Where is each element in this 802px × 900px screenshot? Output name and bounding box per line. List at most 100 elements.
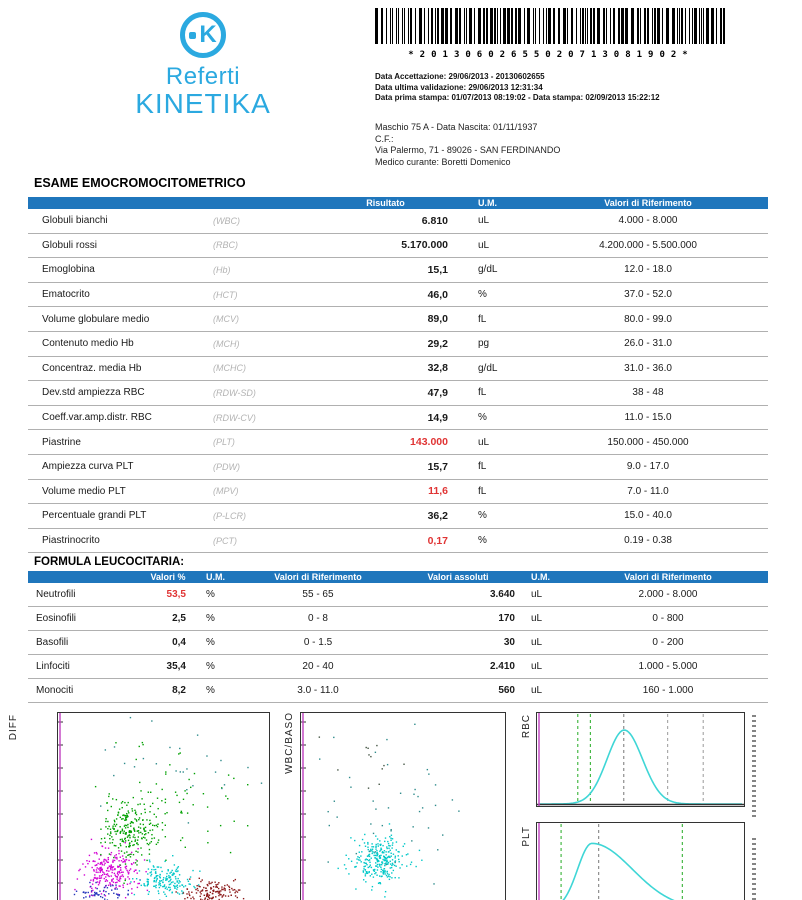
param-code: (Hb) xyxy=(213,264,231,275)
param-um: % xyxy=(478,510,487,522)
param-ref: 12.0 - 18.0 xyxy=(624,264,672,276)
param-value: 15,1 xyxy=(427,263,448,276)
param-ref: 160 - 1.000 xyxy=(642,685,694,696)
param-code: (PCT) xyxy=(213,535,237,546)
patient-line: Via Palermo, 71 - 89026 - SAN FERDINANDO xyxy=(375,145,561,155)
param-ref: 20 - 40 xyxy=(302,661,334,672)
param-value: 14,9 xyxy=(427,411,448,424)
param-code: (PLT) xyxy=(213,437,235,448)
logo-k-glyph: K xyxy=(199,21,217,48)
param-um: uL xyxy=(531,589,543,600)
param-um: uL xyxy=(531,685,543,696)
param-um: % xyxy=(206,637,215,648)
header-riferimento: Valori di Riferimento xyxy=(624,572,712,582)
report-meta: Data Accettazione: 29/06/2013 - 20130602… xyxy=(375,72,660,104)
formula-row: Basofili 0,4% 0 - 1.5 30 uL 0 - 200 xyxy=(28,631,768,655)
param-ref: 0.19 - 0.38 xyxy=(624,535,672,547)
param-pct: 0,4 xyxy=(172,637,186,648)
formula-row: Linfociti 35,4% 20 - 40 2.410 uL 1.000 - 5.00… xyxy=(28,655,768,679)
header-riferimento: Valori di Riferimento xyxy=(274,572,362,582)
logo-title: Referti xyxy=(165,63,241,90)
param-name: Ampiezza curva PLT xyxy=(42,461,134,473)
param-value: 11,6 xyxy=(428,485,448,498)
emocromo-row: Contenuto medio Hb (MCH) 29,2 pg 26.0 - 31.0 xyxy=(28,332,768,357)
wbc-baso-axis-label: WBC/BASO xyxy=(284,712,295,774)
param-ref: 0 - 800 xyxy=(652,613,684,624)
emocromo-table-body: Globuli bianchi (WBC) 6.810 uL 4.000 - 8.000… xyxy=(28,209,768,554)
rbc-axis-label: RBC xyxy=(521,714,532,739)
emocromo-table-header: Risultato U.M. Valori di Riferimento xyxy=(28,197,768,209)
header-valori-pct: Valori % xyxy=(150,572,186,582)
param-name: Percentuale grandi PLT xyxy=(42,510,147,522)
patient-info: Maschio 75 A - Data Nascita: 01/11/1937 C… xyxy=(375,122,560,168)
param-name: Eosinofili xyxy=(36,613,77,624)
barcode-bars xyxy=(375,8,725,44)
meta-line: Data prima stampa: 01/07/2013 08:19:02 -… xyxy=(375,93,660,102)
logo-dot-icon xyxy=(189,31,197,39)
param-um: fL xyxy=(478,387,487,399)
header-um: U.M. xyxy=(206,572,225,582)
param-name: Emoglobina xyxy=(42,264,95,276)
plt-axis-label: PLT xyxy=(521,826,532,847)
param-value: 32,8 xyxy=(427,362,448,375)
param-name: Concentraz. media Hb xyxy=(42,362,142,374)
section-title-formula: FORMULA LEUCOCITARIA: xyxy=(34,556,185,568)
rbc-histogram-plot xyxy=(536,712,745,807)
param-um: % xyxy=(478,412,487,424)
param-ref: 3.0 - 11.0 xyxy=(297,685,339,696)
param-abs: 560 xyxy=(498,685,515,696)
param-um: % xyxy=(206,685,215,696)
barcode: *20130602655020713081902* xyxy=(375,8,727,60)
param-abs: 3.640 xyxy=(489,589,515,600)
param-ref: 0 - 8 xyxy=(307,613,328,624)
logo-subtitle: KINETIKA xyxy=(135,88,271,119)
param-code: (RDW-SD) xyxy=(213,387,256,398)
param-ref: 2.000 - 8.000 xyxy=(638,589,698,600)
emocromo-row: Dev.std ampiezza RBC (RDW-SD) 47,9 fL 38 - 4… xyxy=(28,381,768,406)
param-name: Basofili xyxy=(36,637,69,648)
param-name: Globuli rossi xyxy=(42,239,98,251)
param-um: uL xyxy=(478,239,490,251)
diff-axis-label: DIFF xyxy=(8,714,19,741)
param-um: uL xyxy=(531,637,543,648)
param-ref: 38 - 48 xyxy=(632,387,664,399)
emocromo-row: Piastrinocrito (PCT) 0,17% 0.19 - 0.38 xyxy=(28,529,768,554)
emocromo-row: Volume globulare medio (MCV) 89,0 fL 80.0 - … xyxy=(28,307,768,332)
header-valori-assoluti: Valori assoluti xyxy=(427,572,489,582)
logo: K Referti KINETIKA xyxy=(118,12,288,120)
rotated-text-artifact xyxy=(752,715,756,820)
param-name: Volume globulare medio xyxy=(42,313,150,325)
emocromo-row: Globuli bianchi (WBC) 6.810 uL 4.000 - 8.000 xyxy=(28,209,768,234)
emocromo-row: Concentraz. media Hb (MCHC) 32,8 g/dL 31.0 -… xyxy=(28,357,768,382)
meta-line: Data Accettazione: 29/06/2013 - 20130602… xyxy=(375,72,545,81)
param-code: (MPV) xyxy=(213,486,239,497)
param-code: (PDW) xyxy=(213,461,240,472)
formula-row: Eosinofili 2,5% 0 - 8 170 uL 0 - 800 xyxy=(28,607,768,631)
header-spacer xyxy=(28,571,138,583)
param-code: (RBC) xyxy=(213,240,238,251)
param-ref: 0 - 1.5 xyxy=(303,637,333,648)
patient-line: Maschio 75 A - Data Nascita: 01/11/1937 xyxy=(375,122,538,132)
emocromo-table: Risultato U.M. Valori di Riferimento Glo… xyxy=(28,197,768,554)
param-name: Piastrine xyxy=(42,436,81,448)
patient-line: Medico curante: Boretti Domenico xyxy=(375,156,511,167)
section-title-emocromo: ESAME EMOCROMOCITOMETRICO xyxy=(34,176,246,190)
param-name: Ematocrito xyxy=(42,289,90,301)
header-spacer xyxy=(213,197,323,209)
param-value: 46,0 xyxy=(427,288,448,301)
param-pct: 53,5 xyxy=(166,589,186,600)
emocromo-row: Emoglobina (Hb) 15,1 g/dL 12.0 - 18.0 xyxy=(28,258,768,283)
param-pct: 2,5 xyxy=(172,613,186,624)
param-ref: 7.0 - 11.0 xyxy=(627,485,669,497)
param-um: g/dL xyxy=(478,264,498,276)
param-code: (MCHC) xyxy=(213,363,246,374)
param-value: 15,7 xyxy=(427,460,448,473)
param-ref: 26.0 - 31.0 xyxy=(624,338,672,350)
param-ref: 9.0 - 17.0 xyxy=(626,461,670,473)
param-name: Coeff.var.amp.distr. RBC xyxy=(42,412,152,424)
emocromo-row: Globuli rossi (RBC) 5.170.000 uL 4.200.000 -… xyxy=(28,234,768,259)
emocromo-row: Coeff.var.amp.distr. RBC (RDW-CV) 14,9% 11.… xyxy=(28,406,768,431)
param-um: fL xyxy=(478,461,487,473)
param-ref: 15.0 - 40.0 xyxy=(624,510,672,522)
